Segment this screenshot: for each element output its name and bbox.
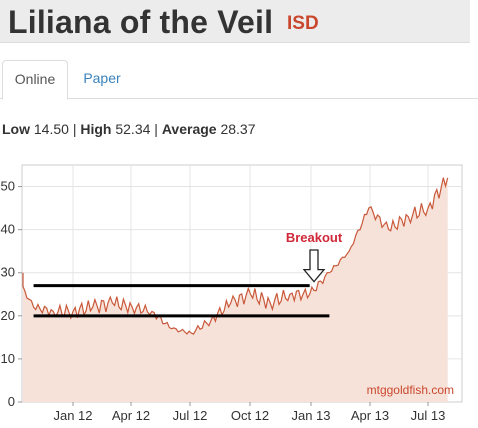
high-label: High <box>80 121 111 137</box>
price-tabs: Online Paper <box>0 60 478 99</box>
y-tick-label: 30 <box>1 265 15 280</box>
set-code[interactable]: ISD <box>287 13 319 35</box>
y-tick-label: 10 <box>1 351 15 366</box>
x-tick-label: Apr 13 <box>351 408 389 423</box>
breakout-label: Breakout <box>286 230 343 245</box>
x-tick-label: Jul 13 <box>411 408 446 423</box>
y-tick-label: 20 <box>1 308 15 323</box>
x-tick-label: Jan 13 <box>291 408 330 423</box>
tab-online[interactable]: Online <box>2 60 68 100</box>
chart-watermark: mtggoldfish.com <box>367 383 454 397</box>
title-bar: Liliana of the Veil ISD <box>0 0 470 43</box>
x-tick-label: Oct 12 <box>231 408 269 423</box>
tab-paper[interactable]: Paper <box>72 60 132 97</box>
average-label: Average <box>162 121 217 137</box>
y-tick-label: 0 <box>8 394 15 409</box>
low-value: 14.50 <box>34 121 69 137</box>
x-tick-label: Jul 12 <box>173 408 208 423</box>
stats-separator: | <box>73 121 77 137</box>
low-label: Low <box>2 121 30 137</box>
high-value: 52.34 <box>115 121 150 137</box>
x-tick-label: Jan 12 <box>53 408 92 423</box>
stats-separator: | <box>154 121 158 137</box>
y-tick-label: 50 <box>1 179 15 194</box>
y-tick-label: 40 <box>1 222 15 237</box>
price-chart: 0 10 20 30 40 50 Jan 12 Apr 12 Jul 12 Oct 12 Jan 1… <box>0 160 478 428</box>
average-value: 28.37 <box>220 121 255 137</box>
price-stats: Low 14.50 | High 52.34 | Average 28.37 <box>2 121 256 137</box>
x-tick-label: Apr 12 <box>112 408 150 423</box>
card-name: Liliana of the Veil <box>8 4 273 41</box>
